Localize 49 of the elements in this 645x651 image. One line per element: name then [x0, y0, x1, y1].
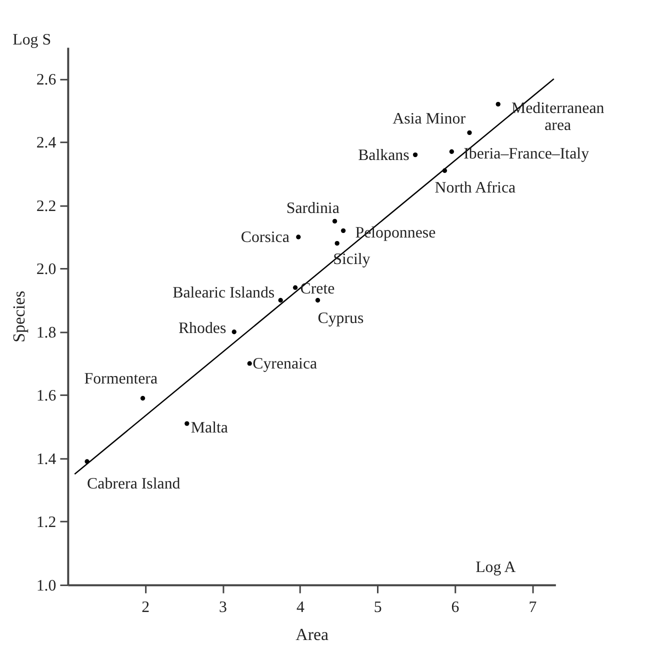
- annotation: Cabrera Island: [87, 475, 180, 492]
- point: [449, 149, 454, 154]
- x-axis-title: Area: [296, 625, 329, 644]
- annotation: Sicily: [333, 251, 370, 268]
- text: Log S: [12, 31, 52, 48]
- x-tick-label: 5: [374, 599, 382, 616]
- y-tick-label: 1.6: [36, 388, 56, 405]
- y-axis-title: Species: [9, 290, 28, 342]
- point: [332, 218, 338, 224]
- annotation: Asia Minor: [392, 110, 466, 128]
- x-tick-label: 3: [219, 599, 228, 616]
- y-tick-label: 1.2: [36, 514, 56, 532]
- annotation: Formentera: [84, 370, 158, 388]
- point: [292, 285, 298, 290]
- point: [315, 298, 320, 303]
- x-tick-label: 7: [528, 599, 537, 616]
- annotation: North Africa: [434, 180, 516, 197]
- x-tick-label: 6: [451, 599, 460, 616]
- point: [334, 241, 340, 246]
- point: [496, 102, 500, 107]
- point: [247, 361, 252, 366]
- annotation: Iberia–France–Italy: [464, 146, 590, 163]
- y-tick-label: 2.4: [36, 134, 56, 152]
- annotation: Rhodes: [178, 320, 226, 337]
- annotation: Corsica: [240, 228, 290, 246]
- annotation: Cyprus: [318, 310, 364, 328]
- annotation: Cyrenaica: [252, 355, 318, 372]
- x-tick-label: 2: [142, 599, 150, 616]
- point: [278, 298, 283, 303]
- point: [140, 396, 146, 401]
- annotation: Sardinia: [286, 200, 340, 218]
- y-tick-label: 2.2: [36, 198, 56, 215]
- y-tick-label: 1.0: [36, 577, 56, 594]
- y-tick-label: 2.0: [36, 261, 56, 278]
- y-tick-label: 2.6: [36, 71, 56, 88]
- point: [467, 130, 472, 135]
- annotation: Log A: [476, 558, 516, 576]
- y-tick-label: 1.4: [36, 450, 56, 468]
- point: [296, 234, 301, 240]
- point: [412, 152, 418, 158]
- point: [232, 330, 236, 334]
- annotation: Balearic Islands: [172, 284, 275, 302]
- point: [340, 228, 346, 234]
- annotation: Malta: [190, 420, 228, 437]
- annotation: Crete: [300, 280, 335, 298]
- y-tick-label: 1.8: [36, 324, 56, 342]
- x-tick-label: 4: [296, 599, 304, 616]
- annotation: Balkans: [358, 146, 410, 164]
- point: [184, 421, 190, 426]
